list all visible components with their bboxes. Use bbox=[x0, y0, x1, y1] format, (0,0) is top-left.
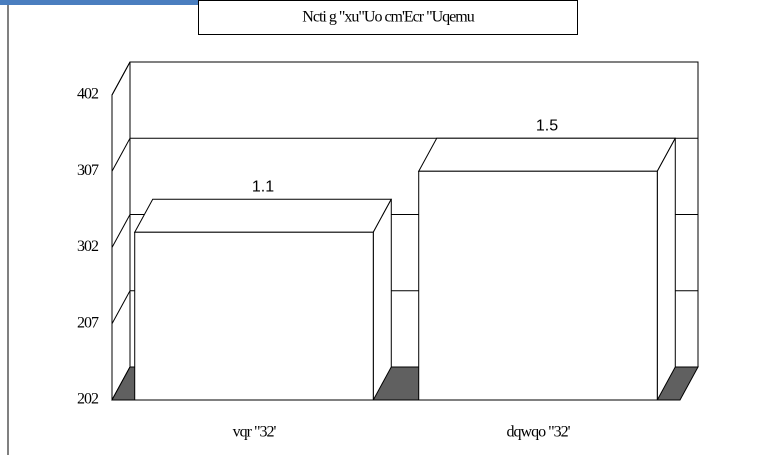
x-tick-label: dqwqo "32' bbox=[507, 424, 571, 441]
bar-top bbox=[133, 198, 393, 233]
x-tick-label: vqr "32' bbox=[233, 424, 277, 441]
bar bbox=[134, 231, 374, 401]
bar-top bbox=[417, 137, 677, 172]
data-label: 1.5 bbox=[536, 117, 558, 134]
y-tick-label: 307 bbox=[77, 162, 99, 179]
bar-side bbox=[656, 138, 676, 401]
y-tick-label: 202 bbox=[77, 391, 99, 408]
y-tick-label: 207 bbox=[77, 314, 99, 331]
chart-title: Ncti g "xu"Uo cm'Ecr "Uqemu bbox=[302, 9, 474, 26]
title-box bbox=[198, 0, 578, 35]
plot: 202 207 302 307 402 vqr "32' 1.1 dqwqo "32' 1.5 bbox=[77, 61, 699, 441]
y-tick-label: 402 bbox=[77, 86, 99, 103]
bar-side bbox=[372, 199, 392, 401]
bar bbox=[418, 170, 658, 401]
grid-line bbox=[111, 61, 698, 96]
data-label: 1.1 bbox=[252, 178, 274, 195]
y-tick-label: 302 bbox=[77, 238, 99, 255]
window-edge bbox=[0, 0, 235, 5]
